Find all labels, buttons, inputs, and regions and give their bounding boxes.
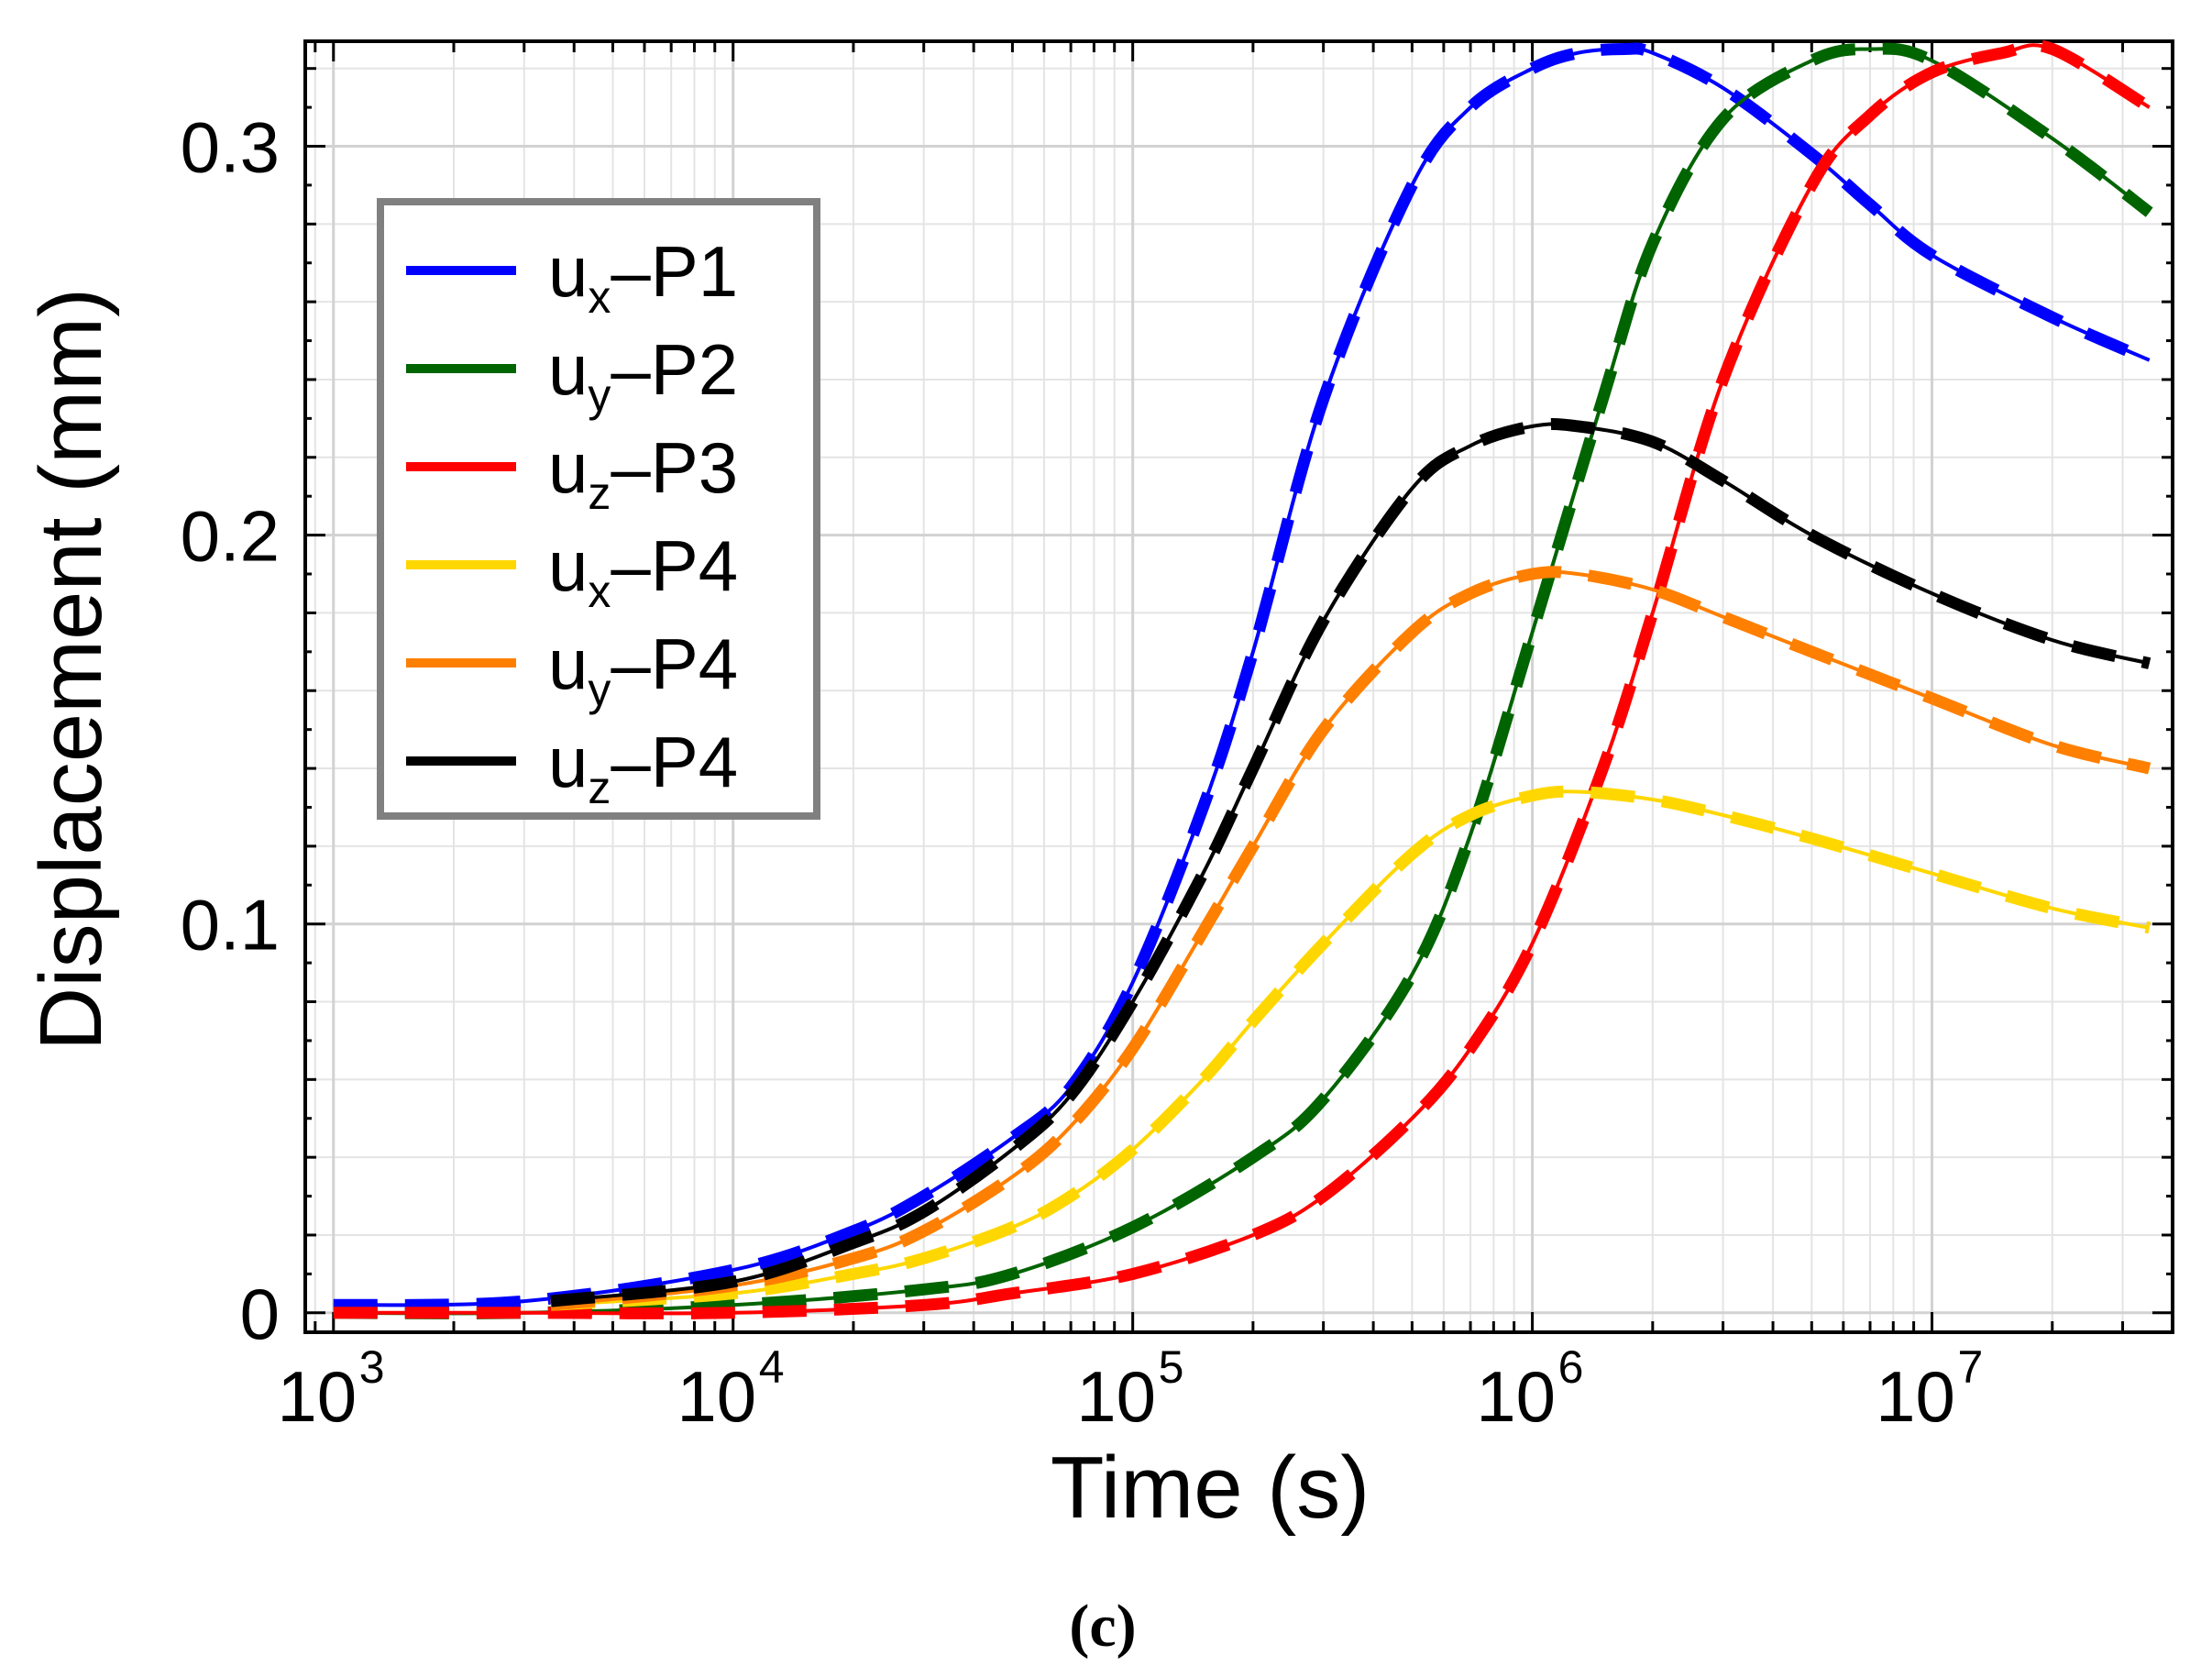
x-tick-label: 10 7 (1876, 1341, 1983, 1437)
series-line-dashed (333, 42, 2153, 1319)
x-tick-exponent: 4 (759, 1341, 785, 1393)
x-tick-label: 10 5 (1076, 1341, 1183, 1437)
legend-label: uy–P4 (548, 623, 738, 715)
y-tick-label: 0.2 (181, 496, 280, 577)
series-line-dashed (550, 566, 2151, 1311)
x-tick-base: 10 (1476, 1356, 1556, 1437)
figure-caption: (c) (1069, 1593, 1136, 1660)
legend-label: uz–P3 (548, 427, 738, 519)
series-line-dashed (550, 417, 2151, 1307)
series-z-p4 (550, 417, 2151, 1307)
legend-label: ux–P1 (548, 231, 738, 323)
y-tick-label: 0 (240, 1274, 280, 1354)
plot-frame (303, 39, 2174, 1334)
x-tick-base: 10 (277, 1356, 357, 1437)
legend-entry: uz–P3 (406, 427, 738, 519)
legend-entry: uy–P2 (406, 329, 738, 421)
x-tick-label: 10 4 (677, 1341, 784, 1437)
series-line-dashed (333, 39, 2153, 1319)
tick-labels: 10 3 10 4 10 5 10 6 10 700.10.20.3 (181, 107, 1984, 1437)
series-layer (333, 39, 2153, 1319)
legend-box (377, 198, 820, 820)
series-y-p4 (550, 566, 2151, 1311)
legend-label: ux–P4 (548, 525, 738, 617)
series-z-p3 (333, 39, 2153, 1319)
y-tick-label: 0.1 (181, 885, 280, 965)
legend-label: uy–P2 (548, 329, 738, 421)
legend-entry: ux–P1 (406, 231, 738, 323)
series-x-p1 (333, 42, 2152, 1311)
series-y-p2 (333, 42, 2153, 1319)
x-axis-title: Time (s) (1051, 1439, 1370, 1537)
x-tick-label: 10 3 (277, 1341, 384, 1437)
x-tick-exponent: 5 (1159, 1341, 1184, 1393)
x-tick-exponent: 6 (1558, 1341, 1584, 1393)
x-tick-base: 10 (1076, 1356, 1156, 1437)
series-x-p4 (550, 785, 2151, 1311)
legend-entry: ux–P4 (406, 525, 738, 617)
x-tick-exponent: 7 (1958, 1341, 1984, 1393)
y-axis-title: Displacement (mm) (22, 288, 120, 1051)
x-tick-exponent: 3 (359, 1341, 385, 1393)
x-tick-label: 10 6 (1476, 1341, 1583, 1437)
legend-entry: uy–P4 (406, 623, 738, 715)
series-line-dashed (550, 785, 2151, 1311)
y-tick-label: 0.3 (181, 107, 280, 188)
legend-label: uz–P4 (548, 722, 738, 813)
x-tick-base: 10 (677, 1356, 756, 1437)
legend-entry: uz–P4 (406, 722, 738, 813)
x-tick-base: 10 (1876, 1356, 1955, 1437)
axis-ticks (305, 41, 2174, 1332)
series-line-dashed (333, 42, 2152, 1311)
